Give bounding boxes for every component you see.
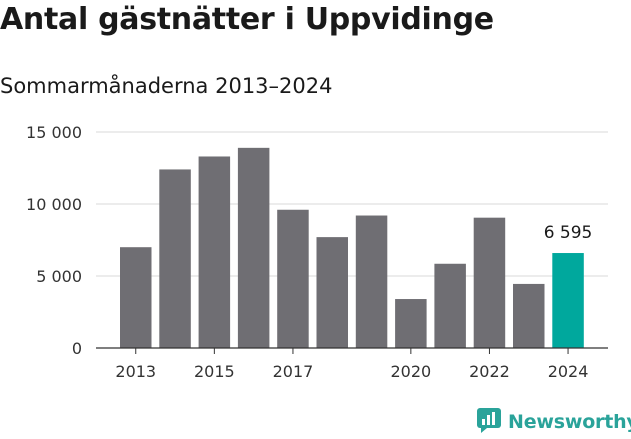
bar-2022 xyxy=(473,217,506,348)
bar-2021 xyxy=(434,263,466,348)
y-tick-label: 0 xyxy=(72,339,82,358)
x-tick-label: 2024 xyxy=(548,362,589,381)
brand-name: Newsworthy xyxy=(508,411,631,433)
x-tick-label: 2022 xyxy=(469,362,510,381)
x-tick-label: 2015 xyxy=(194,362,235,381)
x-tick-label: 2020 xyxy=(390,362,431,381)
bar-2016 xyxy=(237,147,270,348)
x-tick-label: 2017 xyxy=(273,362,314,381)
bar-2020 xyxy=(395,299,427,348)
newsworthy-brand: Newsworthy xyxy=(476,407,631,437)
y-tick-label: 10 000 xyxy=(26,195,82,214)
bar-2023 xyxy=(513,283,545,348)
bar-2013 xyxy=(120,247,152,348)
bar-2017 xyxy=(277,209,309,348)
chart-subtitle: Sommarmånaderna 2013–2024 xyxy=(0,74,333,98)
data-label: 6 595 xyxy=(544,223,593,243)
data-labels: 6 595 xyxy=(544,223,593,243)
newsworthy-logo-icon xyxy=(476,407,502,437)
bar-2019 xyxy=(355,215,388,348)
x-axis-ticks: 2013 2015 2017 2020 2022 2024 xyxy=(96,347,608,381)
bars xyxy=(120,147,584,348)
y-axis-ticks: 0 5 000 10 000 15 000 xyxy=(26,123,82,358)
bar-2015 xyxy=(198,156,231,348)
x-tick-label: 2013 xyxy=(115,362,156,381)
bar-2014 xyxy=(159,169,191,348)
bar-2024 xyxy=(552,253,584,348)
y-tick-label: 5 000 xyxy=(36,267,82,286)
chart-title: Antal gästnätter i Uppvidinge xyxy=(0,2,494,37)
y-tick-label: 15 000 xyxy=(26,123,82,142)
bar-2018 xyxy=(316,237,348,348)
